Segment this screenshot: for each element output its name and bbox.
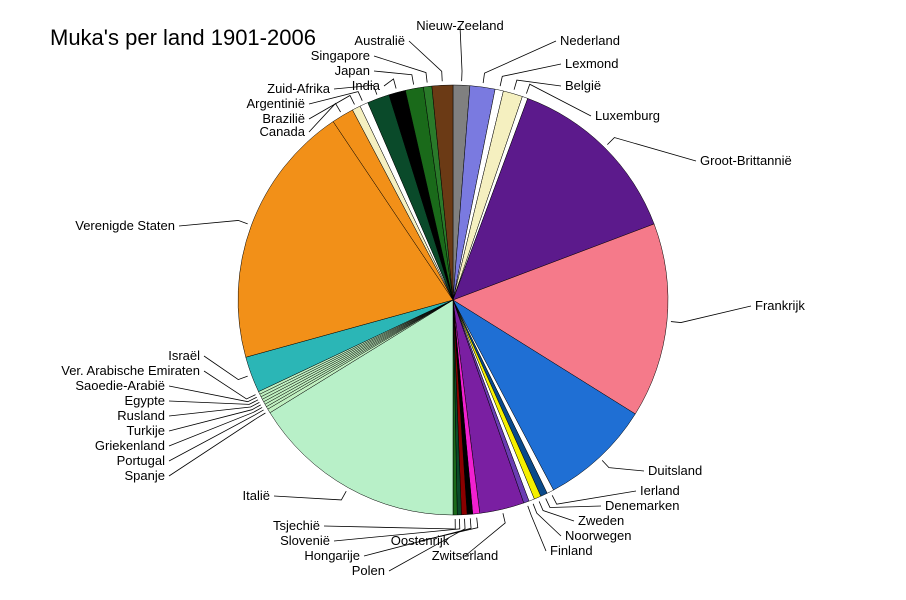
slice-label: Nieuw-Zeeland bbox=[416, 18, 503, 33]
leader-line bbox=[169, 405, 261, 431]
slice-label: Italië bbox=[243, 488, 270, 503]
leader-line bbox=[169, 386, 257, 402]
slice-label: Zweden bbox=[578, 513, 624, 528]
leader-line bbox=[169, 407, 262, 446]
leader-line bbox=[602, 460, 644, 471]
slice-label: Japan bbox=[335, 63, 370, 78]
slice-label: Noorwegen bbox=[565, 528, 632, 543]
leader-line bbox=[169, 413, 265, 476]
slice-label: Griekenland bbox=[95, 438, 165, 453]
slice-label: Luxemburg bbox=[595, 108, 660, 123]
leader-line bbox=[671, 306, 751, 323]
slice-label: Polen bbox=[352, 563, 385, 578]
slice-label: Rusland bbox=[117, 408, 165, 423]
slice-label: Canada bbox=[259, 124, 305, 139]
slice-label: Argentinië bbox=[246, 96, 305, 111]
slice-label: Nederland bbox=[560, 33, 620, 48]
slice-label: Egypte bbox=[125, 393, 165, 408]
slice-label: Groot-Brittannië bbox=[700, 153, 792, 168]
leader-line bbox=[483, 41, 556, 83]
slice-label: Zuid-Afrika bbox=[267, 81, 331, 96]
slice-label: Ver. Arabische Emiraten bbox=[61, 363, 200, 378]
slice-label: Portugal bbox=[117, 453, 166, 468]
slice-label: België bbox=[565, 78, 601, 93]
leader-line bbox=[546, 498, 601, 507]
slice-label: Slovenië bbox=[280, 533, 330, 548]
slice-label: Finland bbox=[550, 543, 593, 558]
slice-label: Australië bbox=[354, 33, 405, 48]
leader-line bbox=[274, 491, 346, 500]
leader-line bbox=[460, 26, 462, 81]
slice-label: Turkije bbox=[126, 423, 165, 438]
slice-label: Brazilië bbox=[262, 111, 305, 126]
slice-label: Lexmond bbox=[565, 56, 618, 71]
leader-line bbox=[324, 519, 455, 529]
leader-line bbox=[179, 220, 248, 226]
leader-line bbox=[533, 504, 561, 536]
slice-label: Denemarken bbox=[605, 498, 679, 513]
slice-label: Oostenrijk bbox=[391, 533, 450, 548]
slice-label: Frankrijk bbox=[755, 298, 805, 313]
chart-title: Muka's per land 1901-2006 bbox=[50, 25, 316, 51]
leader-line bbox=[169, 410, 264, 461]
leader-line bbox=[384, 79, 396, 89]
pie-chart: Nieuw-Zeeland Nederland Lexmond België Luxem… bbox=[0, 0, 906, 600]
slice-label: Verenigde Staten bbox=[75, 218, 175, 233]
slice-label: Tsjechië bbox=[273, 518, 320, 533]
slice-label: Spanje bbox=[125, 468, 165, 483]
slice-label: Ierland bbox=[640, 483, 680, 498]
slice-label: Duitsland bbox=[648, 463, 702, 478]
leader-line bbox=[169, 400, 258, 405]
slice-label: Singapore bbox=[311, 48, 370, 63]
leader-line bbox=[374, 56, 427, 83]
leader-line bbox=[607, 138, 696, 161]
slice-label: Zwitserland bbox=[432, 548, 498, 563]
slice-label: Saoedie-Arabië bbox=[75, 378, 165, 393]
slice-label: Israël bbox=[168, 348, 200, 363]
slice-label: Hongarije bbox=[304, 548, 360, 563]
slice-label: India bbox=[352, 78, 381, 93]
leader-line bbox=[500, 64, 561, 86]
leader-line bbox=[409, 41, 442, 81]
leader-line bbox=[204, 356, 248, 380]
